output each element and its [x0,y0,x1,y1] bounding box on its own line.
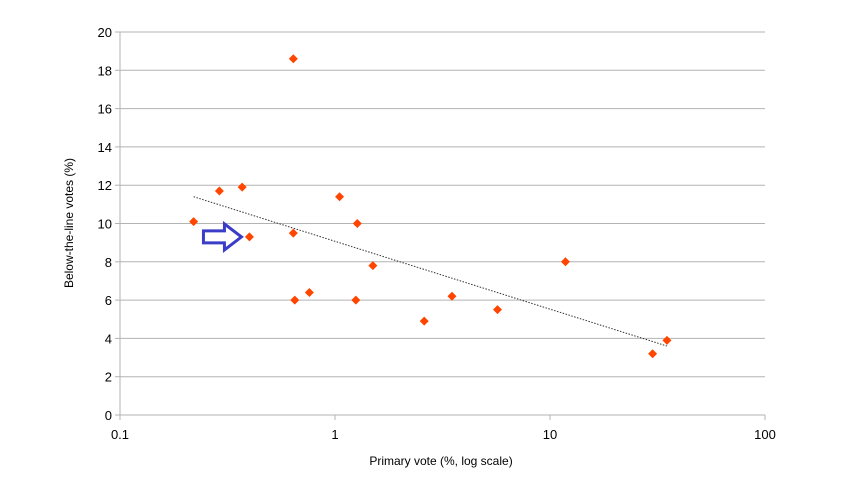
data-point [368,261,378,271]
arrow-annotation [201,220,244,253]
data-point [351,295,361,305]
x-tick-labels: 0.1 1 10 100 [111,427,776,442]
trendline-line [193,196,668,347]
data-point [447,291,457,301]
y-tick-label: 4 [105,331,112,346]
x-tick-label: 0.1 [111,427,129,442]
data-point [560,257,570,267]
data-point [189,217,199,227]
data-point [493,305,503,315]
y-tick-label: 6 [105,293,112,308]
y-tick-label: 8 [105,255,112,270]
data-point [648,349,658,359]
data-point [288,54,298,64]
y-tick-label: 12 [98,178,112,193]
x-tick-label: 1 [331,427,338,442]
data-point [304,287,314,297]
x-tick-label: 100 [754,427,776,442]
data-point [290,295,300,305]
y-tick-label: 10 [98,217,112,232]
y-tick-label: 2 [105,370,112,385]
y-tick-label: 18 [98,63,112,78]
axes [115,31,766,420]
annotation [201,220,244,253]
data-point [288,228,298,238]
x-tick-label: 10 [543,427,557,442]
y-tick-labels: 0 2 4 6 8 10 12 14 16 18 20 [98,25,112,423]
gridlines [120,31,765,378]
data-point [244,232,254,242]
y-tick-label: 0 [105,408,112,423]
data-point [352,219,362,228]
data-point [662,335,672,345]
data-point [335,192,345,202]
y-tick-label: 14 [98,140,112,155]
trendline [193,196,668,347]
x-axis-title: Primary vote (%, log scale) [369,454,512,468]
y-axis-title: Below-the-line votes (%) [62,158,76,288]
y-tick-label: 16 [98,102,112,117]
data-point [214,186,224,196]
data-point [237,182,247,192]
data-points [189,54,672,359]
y-tick-label: 20 [98,25,112,40]
data-point [419,316,429,326]
